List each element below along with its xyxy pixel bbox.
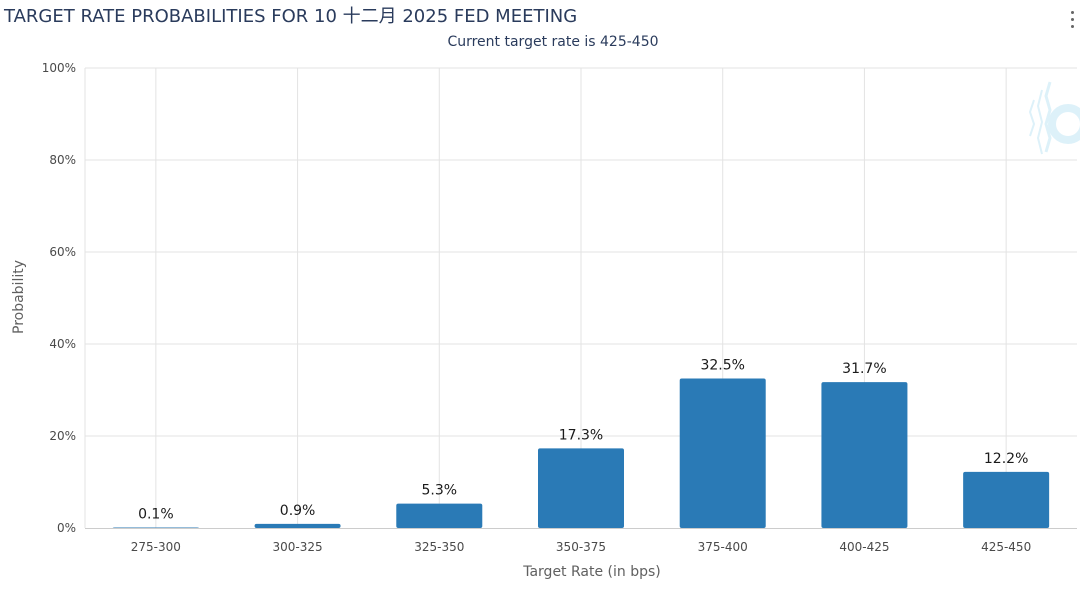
chart-subtitle: Current target rate is 425-450: [447, 34, 659, 50]
x-axis-label: Target Rate (in bps): [522, 564, 661, 580]
bar-425-450: [963, 471, 1050, 528]
y-axis-label: Probability: [11, 260, 27, 334]
x-tick-label: 375-400: [698, 540, 748, 554]
x-tick-label: 425-450: [981, 540, 1031, 554]
bar-350-375: [538, 448, 624, 528]
x-tick-label: 325-350: [414, 540, 464, 554]
x-tick-label: 350-375: [556, 540, 606, 554]
data-label: 5.3%: [421, 483, 457, 499]
y-tick-label: 0%: [57, 521, 76, 535]
data-label: 0.1%: [138, 507, 174, 523]
grid-lines: [84, 67, 1077, 528]
logo-watermark: [1028, 81, 1080, 155]
data-label: 32.5%: [700, 358, 744, 374]
y-tick-label: 40%: [49, 337, 76, 351]
bar-325-350: [396, 503, 483, 528]
bar-375-400: [679, 378, 766, 528]
menu-dot-icon: [1071, 25, 1074, 28]
data-label: 17.3%: [559, 427, 603, 443]
bar-300-325: [254, 523, 341, 528]
menu-dot-icon: [1071, 11, 1074, 14]
y-tick-label: 80%: [49, 153, 76, 167]
chart-menu-button[interactable]: [1066, 8, 1078, 32]
x-tick-label: 300-325: [273, 540, 323, 554]
x-tick-label: 275-300: [131, 540, 181, 554]
y-tick-label: 20%: [49, 429, 76, 443]
y-tick-label: 100%: [42, 61, 76, 75]
data-label: 0.9%: [280, 503, 316, 519]
bars: [112, 378, 1050, 528]
bar-400-425: [821, 382, 908, 528]
menu-dot-icon: [1071, 18, 1074, 21]
y-tick-label: 60%: [49, 245, 76, 259]
x-tick-label: 400-425: [839, 540, 889, 554]
data-label: 12.2%: [984, 451, 1028, 467]
data-label: 31.7%: [842, 361, 886, 377]
chart-title: TARGET RATE PROBABILITIES FOR 10 十二月 202…: [4, 6, 578, 27]
data-labels: 0.1% 0.9% 5.3% 17.3% 32.5% 31.7% 12.2%: [138, 358, 1028, 523]
y-axis: 0% 20% 40% 60% 80% 100%: [42, 61, 76, 535]
x-axis: 275-300 300-325 325-350 350-375 375-400 400-4…: [85, 528, 1077, 554]
